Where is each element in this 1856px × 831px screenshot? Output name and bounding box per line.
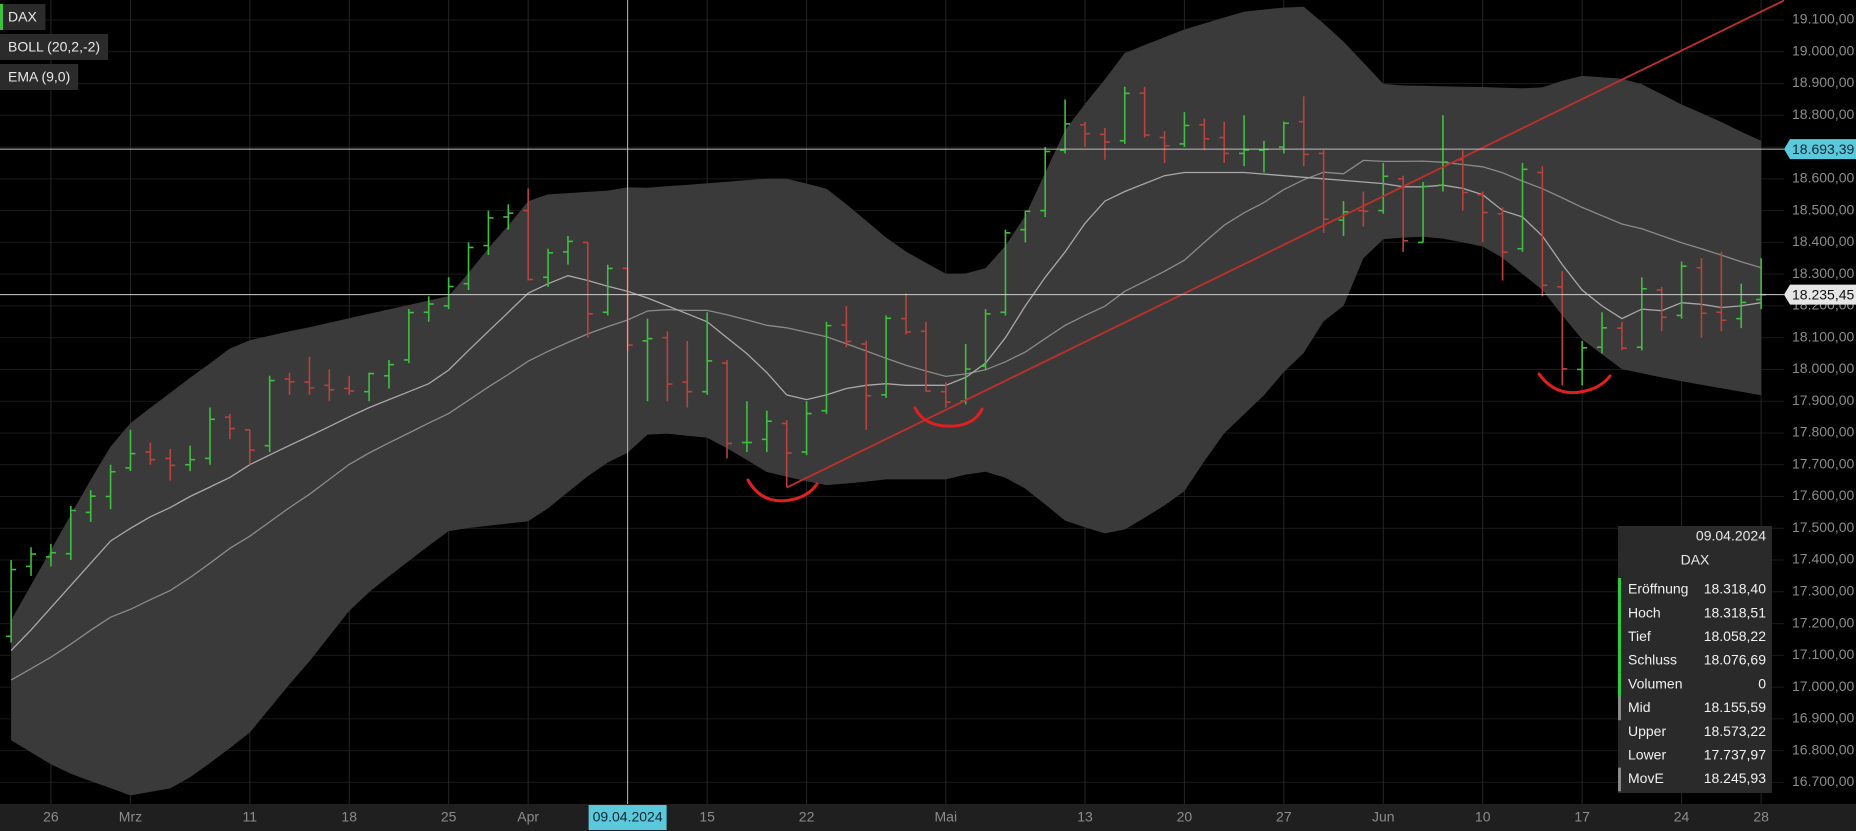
tooltip-label: Eröffnung: [1628, 581, 1688, 597]
y-tick-label: 18.900,00: [1792, 74, 1854, 90]
y-tick-label: 18.100,00: [1792, 328, 1854, 344]
last-price-label-box: [1784, 284, 1856, 305]
legend-accent: [0, 4, 3, 30]
y-tick-label: 17.800,00: [1792, 424, 1854, 440]
tooltip-value: 18.318,51: [1704, 604, 1766, 620]
x-tick-label: 20: [1177, 809, 1193, 825]
tooltip-value: 18.318,40: [1704, 581, 1766, 597]
tooltip-value: 18.076,69: [1704, 652, 1766, 668]
x-tick-label: 25: [441, 809, 457, 825]
tooltip-value: 18.245,93: [1704, 770, 1766, 786]
y-tick-label: 18.000,00: [1792, 360, 1854, 376]
y-tick-label: 19.000,00: [1792, 42, 1854, 58]
x-tick-label: 18: [341, 809, 357, 825]
tooltip-label: Hoch: [1628, 604, 1661, 620]
x-tick-label: Mai: [935, 809, 958, 825]
y-tick-label: 17.100,00: [1792, 646, 1854, 662]
tooltip-accent: [1618, 649, 1621, 673]
x-tick-label: 17: [1574, 809, 1590, 825]
crosshair-price-label-box: [1784, 139, 1856, 160]
trendline: [786, 0, 1784, 489]
annotation-arc: [1537, 372, 1612, 395]
y-tick-label: 18.300,00: [1792, 265, 1854, 281]
y-tick-label: 17.900,00: [1792, 392, 1854, 408]
annotation-arc: [746, 478, 819, 503]
tooltip-title: DAX: [1681, 552, 1710, 568]
plot-area: [0, 0, 1784, 804]
legend-label: EMA (9,0): [8, 69, 70, 85]
legend-box[interactable]: [0, 4, 46, 30]
x-tick-label: 26: [43, 809, 59, 825]
x-tick-label: 28: [1753, 809, 1769, 825]
y-tick-label: 18.600,00: [1792, 170, 1854, 186]
x-tick-label: 11: [243, 809, 258, 825]
x-tick-label: 15: [699, 809, 715, 825]
overlay: [746, 372, 1612, 503]
tooltip-value: 18.155,59: [1704, 699, 1766, 715]
y-tick-label: 19.100,00: [1792, 11, 1854, 27]
tooltip-label: Upper: [1628, 723, 1666, 739]
x-tick-label: 22: [799, 809, 815, 825]
crosshair-price-label: 18.693,39: [1792, 141, 1854, 157]
x-tick-label: 13: [1077, 809, 1093, 825]
y-tick-label: 18.800,00: [1792, 106, 1854, 122]
y-tick-label: 17.300,00: [1792, 583, 1854, 599]
y-tick-label: 16.900,00: [1792, 710, 1854, 726]
tooltip-accent: [1618, 601, 1621, 626]
x-tick-label: 10: [1475, 809, 1491, 825]
tooltip-accent: [1618, 672, 1621, 697]
tooltip-label: Lower: [1628, 746, 1666, 762]
x-tick-label: Apr: [517, 809, 539, 825]
y-tick-label: 17.200,00: [1792, 614, 1854, 630]
tooltip-label: MovE: [1628, 770, 1664, 786]
tooltip-panel: [1618, 526, 1772, 793]
tooltip-label: Mid: [1628, 699, 1651, 715]
y-tick-label: 17.600,00: [1792, 487, 1854, 503]
annotation-arc: [913, 406, 984, 428]
y-tick-label: 18.500,00: [1792, 201, 1854, 217]
tooltip-accent: [1618, 767, 1621, 792]
y-tick-label: 17.400,00: [1792, 551, 1854, 567]
tooltip-date: 09.04.2024: [1696, 528, 1766, 544]
last-price-label: 18.235,45: [1792, 286, 1854, 302]
y-tick-label: 16.800,00: [1792, 741, 1854, 757]
tooltip-value: 17.737,97: [1704, 746, 1766, 762]
x-tick-label: Mrz: [119, 809, 142, 825]
y-tick-label: 17.000,00: [1792, 678, 1854, 694]
y-tick-label: 17.500,00: [1792, 519, 1854, 535]
legend-box[interactable]: [0, 34, 109, 60]
tooltip-label: Tief: [1628, 628, 1651, 644]
ui-layer: 16.700,00 16.800,00 16.900,00 17.000,00 17.1…: [0, 4, 1856, 830]
tooltip-value: 0: [1758, 675, 1766, 691]
x-tick-label: Jun: [1372, 809, 1395, 825]
crosshair-date-label: 09.04.2024: [593, 809, 663, 825]
y-tick-label: 17.700,00: [1792, 455, 1854, 471]
legend-box[interactable]: [0, 64, 79, 90]
crosshair-date-box: [588, 805, 667, 830]
tooltip-value: 18.573,22: [1704, 723, 1766, 739]
y-tick-label: 16.700,00: [1792, 773, 1854, 789]
tooltip-value: 18.058,22: [1704, 628, 1766, 644]
x-tick-label: 24: [1674, 809, 1690, 825]
legend-label: BOLL (20,2,-2): [8, 39, 100, 55]
tooltip-label: Schluss: [1628, 652, 1677, 668]
legend-label: DAX: [8, 9, 37, 25]
x-axis-strip: [0, 804, 1856, 831]
tooltip-accent: [1618, 578, 1621, 602]
tooltip-label: Volumen: [1628, 675, 1682, 691]
y-tick-label: 18.400,00: [1792, 233, 1854, 249]
x-tick-label: 27: [1276, 809, 1292, 825]
tooltip-accent: [1618, 625, 1621, 650]
tooltip-accent: [1618, 696, 1621, 721]
